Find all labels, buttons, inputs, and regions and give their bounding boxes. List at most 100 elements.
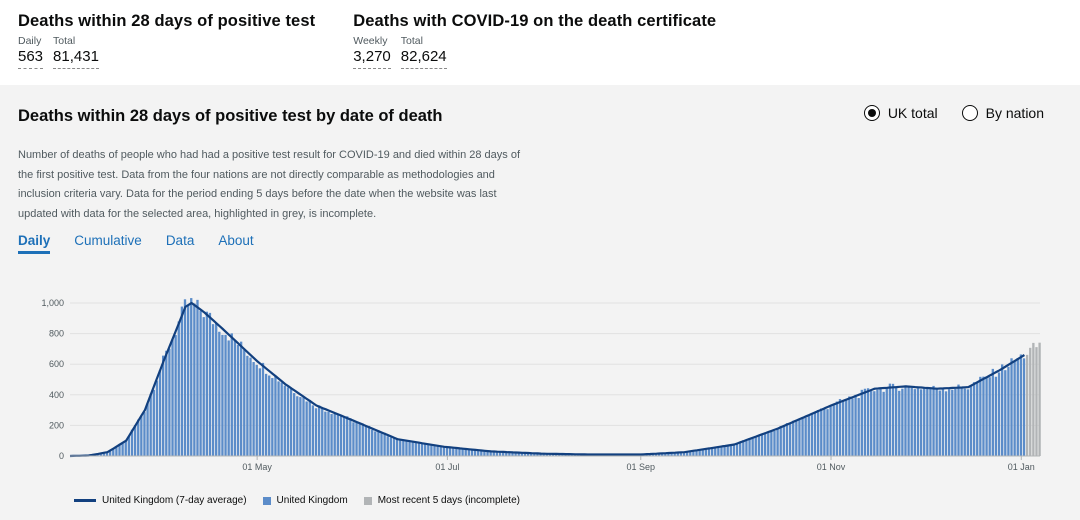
bar-daily — [1007, 366, 1010, 456]
radio-label: By nation — [985, 105, 1044, 121]
metric-value[interactable]: 563 — [18, 47, 44, 69]
bar-daily — [464, 449, 467, 456]
bar-daily — [140, 415, 143, 456]
bar-daily — [1013, 361, 1016, 456]
bar-daily — [492, 451, 495, 456]
bar-daily — [997, 372, 1001, 456]
bar-daily — [127, 436, 131, 456]
bar-daily — [520, 452, 524, 456]
bar-daily — [985, 376, 988, 456]
bar-daily — [286, 387, 290, 456]
bar-daily — [863, 388, 867, 456]
bar-daily — [717, 446, 720, 456]
bar-daily — [710, 448, 714, 456]
bar-daily — [186, 305, 190, 456]
x-tick-label: 01 May — [242, 462, 272, 472]
bar-daily — [480, 450, 483, 456]
x-tick-label: 01 Jul — [435, 462, 459, 472]
bar-daily — [420, 443, 424, 456]
bar-daily — [448, 446, 452, 456]
bar-daily — [296, 396, 299, 456]
bar-daily — [333, 413, 336, 456]
bar-daily — [361, 423, 364, 456]
bar-daily — [149, 393, 152, 456]
metric-value[interactable]: 82,624 — [400, 47, 447, 69]
bar-daily — [826, 409, 829, 456]
bar-daily — [857, 398, 860, 456]
metric-value[interactable]: 3,270 — [353, 47, 391, 69]
bar-daily — [402, 440, 405, 456]
bar-daily — [782, 426, 785, 456]
bar-daily — [405, 440, 408, 456]
bar-daily — [845, 398, 848, 456]
bar-daily — [707, 448, 711, 456]
bar-daily — [177, 321, 180, 456]
bar-daily — [991, 368, 994, 456]
bar-daily — [739, 442, 742, 456]
chart-legend: United Kingdom (7-day average) United Ki… — [74, 495, 520, 506]
metric-value[interactable]: 81,431 — [53, 47, 99, 69]
bar-daily — [486, 451, 489, 456]
bar-daily — [221, 334, 224, 456]
bar-daily — [152, 389, 155, 456]
bar-daily — [994, 376, 998, 456]
bar-daily — [841, 400, 845, 456]
bar-daily — [689, 451, 692, 456]
bar-daily — [816, 410, 820, 456]
bar-daily — [473, 449, 477, 456]
bar-daily — [461, 448, 464, 456]
bar-daily — [932, 385, 935, 456]
bar-daily — [923, 387, 926, 456]
bar-daily — [199, 310, 202, 456]
bar-daily — [813, 412, 817, 456]
bar-daily — [243, 349, 246, 456]
bar-daily — [686, 451, 689, 456]
radio-uk-total[interactable]: UK total — [863, 105, 938, 121]
bar-daily — [458, 448, 461, 456]
bar-daily — [489, 451, 492, 456]
bar-daily — [723, 446, 726, 456]
radio-by-nation[interactable]: By nation — [961, 105, 1044, 121]
bar-daily — [470, 449, 474, 456]
tab-data[interactable]: Data — [165, 233, 195, 248]
bar-daily — [130, 429, 134, 456]
tab-daily[interactable]: Daily — [18, 233, 51, 254]
bar-daily — [745, 440, 748, 456]
bar-daily — [205, 311, 208, 456]
bar-daily — [951, 389, 954, 456]
legend-item-average[interactable]: United Kingdom (7-day average) — [74, 495, 247, 506]
legend-item-incomplete[interactable]: Most recent 5 days (incomplete) — [363, 495, 520, 506]
tab-about[interactable]: About — [218, 233, 254, 248]
bar-daily — [941, 389, 945, 456]
bar-daily — [274, 375, 277, 456]
tab-cumulative[interactable]: Cumulative — [74, 233, 142, 248]
radio-selected-icon[interactable] — [863, 105, 880, 121]
bar-daily — [891, 383, 895, 456]
bar-daily — [807, 415, 810, 456]
bar-daily — [1010, 358, 1013, 456]
bar-daily — [99, 453, 102, 456]
bar-daily — [954, 388, 957, 456]
bar-daily — [424, 443, 427, 456]
bar-daily — [767, 431, 770, 456]
bar-daily — [695, 450, 698, 456]
bar-daily — [901, 388, 904, 456]
bar-daily — [667, 452, 670, 456]
bar-daily — [960, 387, 963, 456]
legend-line-swatch — [74, 499, 96, 502]
bar-daily — [158, 370, 162, 456]
bar-daily — [495, 451, 499, 456]
bar-daily — [517, 452, 520, 456]
bar-daily — [258, 368, 262, 456]
bar-daily — [374, 431, 377, 456]
bar-daily — [692, 450, 695, 456]
bar-daily — [283, 385, 286, 456]
bar-daily — [143, 412, 146, 456]
bar-daily — [1004, 370, 1007, 456]
bar-daily — [673, 452, 676, 456]
chart-card: Deaths within 28 days of positive test b… — [0, 85, 1080, 520]
bar-daily — [947, 389, 951, 456]
y-tick-label: 400 — [49, 390, 64, 400]
radio-unselected-icon[interactable] — [961, 105, 978, 121]
legend-item-daily[interactable]: United Kingdom — [262, 495, 348, 506]
